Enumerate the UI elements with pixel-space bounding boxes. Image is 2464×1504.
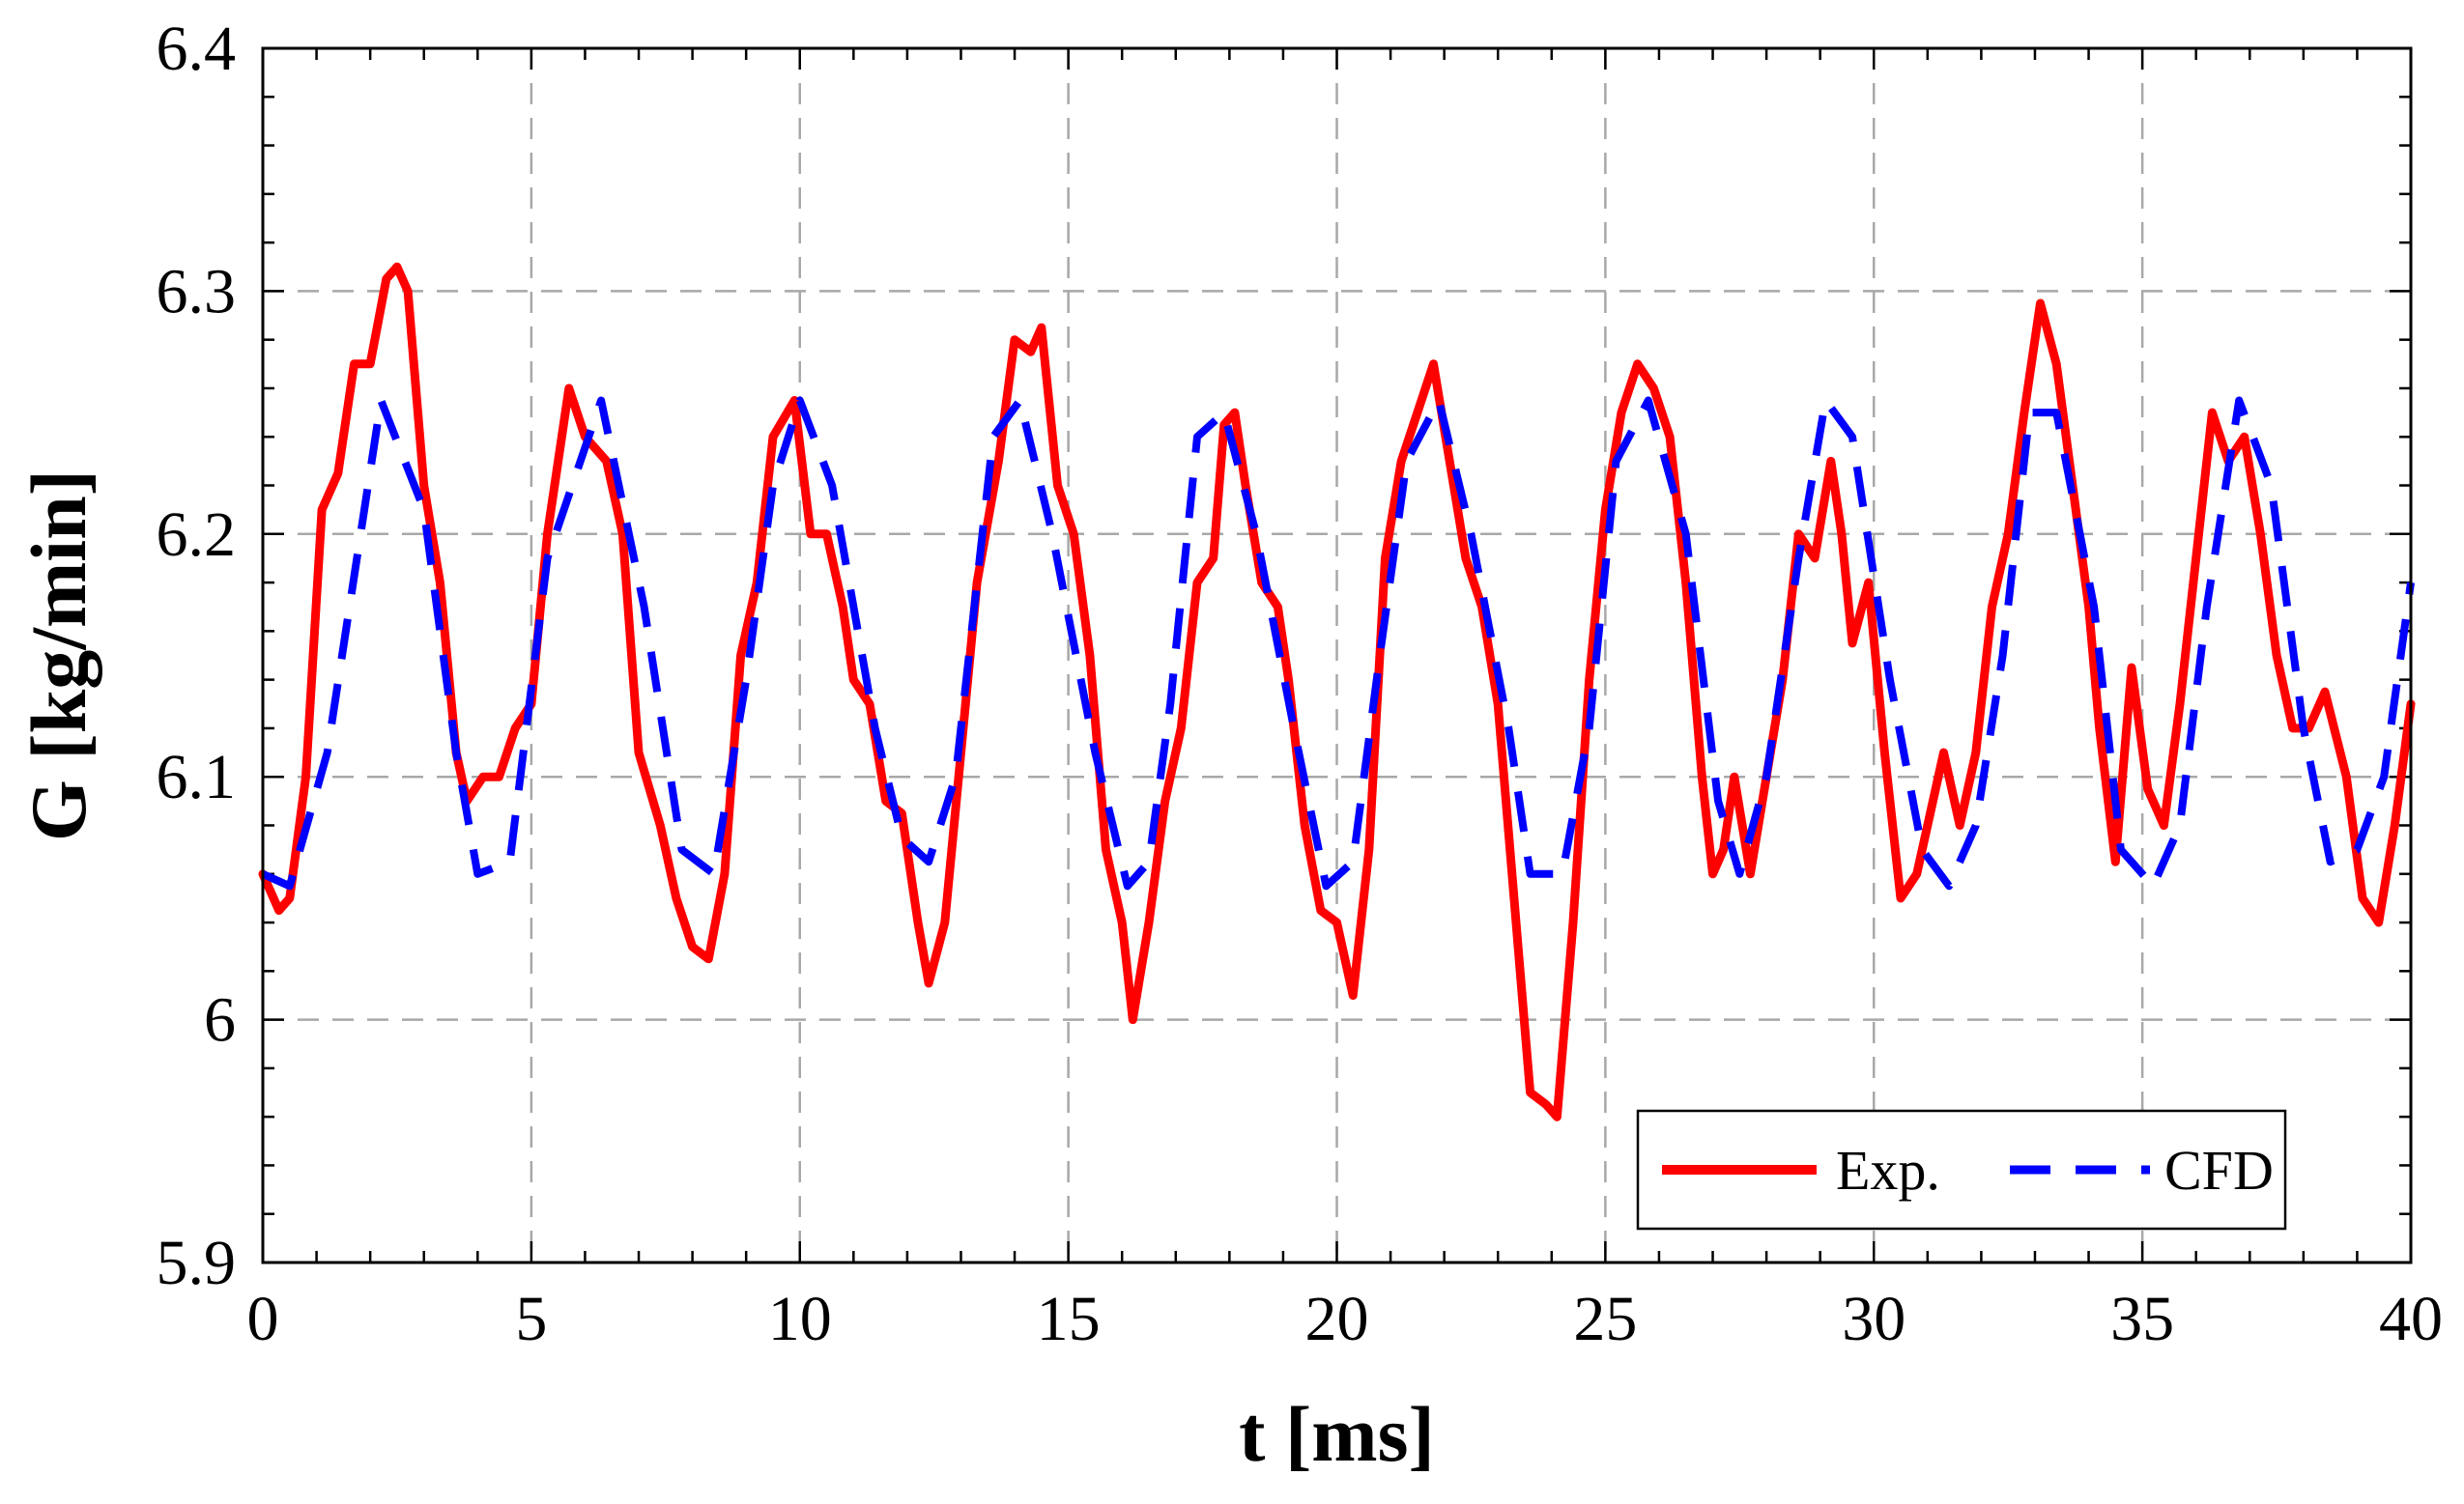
y-tick-label: 6 (204, 985, 236, 1056)
y-tick-label: 6.2 (157, 499, 237, 570)
series-layer (258, 262, 2416, 1121)
y-tick-label: 6.4 (157, 14, 237, 84)
x-tick-label: 0 (247, 1284, 279, 1354)
x-axis-title: t [ms] (1239, 1390, 1435, 1478)
x-tick-label: 15 (1037, 1284, 1101, 1354)
x-tick-label: 35 (2110, 1284, 2174, 1354)
y-tick-label: 5.9 (157, 1228, 237, 1298)
legend-label-exp: Exp. (1836, 1139, 1940, 1202)
x-tick-label: 10 (768, 1284, 832, 1354)
x-tick-label: 30 (1842, 1284, 1905, 1354)
x-tick-label: 40 (2379, 1284, 2443, 1354)
x-tick-label: 5 (515, 1284, 547, 1354)
series-line-exp (258, 262, 2416, 1121)
legend-label-cfd: CFD (2164, 1139, 2274, 1202)
y-tick-label: 6.3 (157, 256, 237, 326)
tick-label-layer: 0 5 10 15 20 25 30 35 40 5.9 6 6.1 6.2 6.3 6.4 (157, 14, 2444, 1354)
series-line-cfd (261, 396, 2415, 891)
plot-frame (261, 46, 2413, 1264)
x-tick-label: 25 (1573, 1284, 1637, 1354)
x-tick-label: 20 (1305, 1284, 1369, 1354)
y-axis-title: G [kg/min] (14, 469, 102, 841)
legend: Exp. CFD (1636, 1109, 2287, 1231)
y-tick-label: 6.1 (157, 742, 237, 812)
